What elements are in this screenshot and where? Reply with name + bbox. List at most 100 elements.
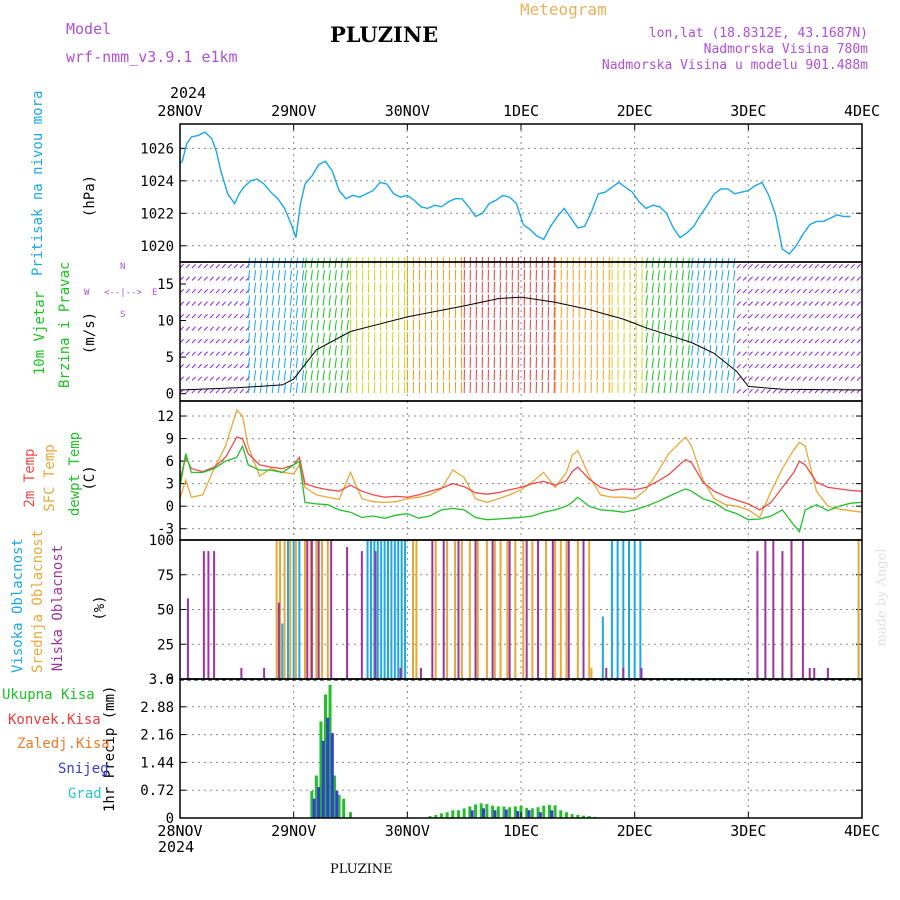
wind-barb [185, 351, 190, 356]
wind-barb [340, 270, 343, 281]
wind-barb [796, 301, 801, 306]
x-tick-label-top: 3DEC [730, 102, 766, 120]
wind-barb [215, 338, 220, 344]
wind-barb [796, 338, 801, 344]
x-tick-label-top: 29NOV [271, 102, 316, 120]
wind-barb [247, 370, 251, 381]
wind-barb [748, 351, 753, 356]
wind-barb [778, 351, 783, 356]
wind-barb [283, 357, 287, 369]
wind-barb [802, 301, 807, 306]
wind-barb [850, 288, 855, 294]
wind-barb [295, 320, 299, 331]
wind-barb [675, 357, 678, 369]
wind-barb [277, 345, 281, 356]
wind-barb [784, 276, 789, 281]
legend-hail: Grad [68, 786, 102, 802]
precip-bar [564, 812, 568, 818]
wind-barb [253, 332, 257, 344]
wind-barb [185, 301, 190, 306]
wind-barb [748, 276, 753, 281]
wind-barb [651, 307, 654, 319]
compass-w: W [84, 288, 90, 298]
wind-barb [715, 382, 718, 394]
wind-barb [645, 307, 648, 319]
wind-barb [709, 307, 712, 319]
wind-barb [185, 326, 190, 331]
wind-barb [691, 307, 694, 319]
wind-barb [778, 338, 783, 344]
wind-barb [772, 263, 777, 269]
wind-barb [215, 376, 220, 381]
wind-barb [733, 345, 736, 356]
y-tick-label: 1026 [140, 141, 174, 157]
precip-bar [553, 805, 557, 818]
wind-barb [832, 301, 837, 306]
wind-barb [203, 351, 208, 356]
precip-bar [445, 812, 449, 818]
precip-bar [474, 804, 478, 818]
wind-barb [322, 270, 325, 281]
wind-barb [748, 376, 753, 381]
wind-barb [346, 320, 349, 331]
wind-barb [814, 326, 819, 331]
wind-barb [703, 345, 706, 356]
wind-barb [651, 345, 654, 356]
wind-barb [748, 326, 753, 331]
wind-barb [760, 388, 765, 394]
wind-barb [227, 338, 232, 344]
precip-bar [542, 805, 546, 818]
wind-barb [691, 257, 694, 269]
wind-barb [808, 326, 813, 331]
wind-barb [316, 345, 319, 356]
wind-barb [675, 295, 678, 306]
wind-barb [215, 276, 220, 281]
dewpt-temp-line [179, 444, 863, 534]
wind-barb [289, 345, 293, 356]
wind-barb [340, 357, 343, 369]
wind-barb [191, 338, 196, 344]
x-tick-label-top: 28NOV [157, 102, 202, 120]
wind-barb [742, 351, 747, 356]
wind-barb [715, 370, 718, 381]
wind-barb [247, 332, 251, 344]
wind-barb [289, 282, 293, 294]
wind-barb [239, 326, 244, 331]
wind-barb [709, 270, 712, 281]
x-tick-label-top: 1DEC [503, 102, 539, 120]
wind-barb [766, 288, 771, 294]
wind-barb [820, 376, 825, 381]
wind-barb [826, 376, 831, 381]
wind-barb [271, 382, 275, 394]
wind-barb [185, 288, 190, 294]
wind-barb [772, 351, 777, 356]
model-name: wrf-nmm_v3.9.1 e1km [66, 48, 238, 66]
wind-barb [697, 382, 700, 394]
wind-barb [657, 320, 660, 331]
wind-barb [185, 313, 190, 319]
wind-barb [259, 257, 263, 269]
wind-barb [328, 282, 331, 294]
wind-barb [191, 313, 196, 319]
wind-barb [209, 301, 214, 306]
wind-barb [733, 295, 736, 306]
wind-barb [715, 320, 718, 331]
wind-barb [790, 301, 795, 306]
wind-barb [271, 320, 275, 331]
wind-barb [304, 295, 307, 306]
wind-barb [663, 320, 666, 331]
wind-barb [844, 288, 849, 294]
wind-barb [754, 276, 759, 281]
wind-barb [197, 376, 202, 381]
wind-barb [844, 301, 849, 306]
wind-barb [334, 332, 337, 344]
wind-barb [790, 313, 795, 319]
wind-barb [227, 376, 232, 381]
year-top: 2024 [170, 84, 207, 102]
wind-barb [733, 332, 736, 344]
wind-barb [191, 326, 196, 331]
wind-barb [754, 388, 759, 394]
wind-barb [675, 320, 678, 331]
wind-barb [760, 363, 765, 369]
wind-barb [295, 382, 299, 394]
